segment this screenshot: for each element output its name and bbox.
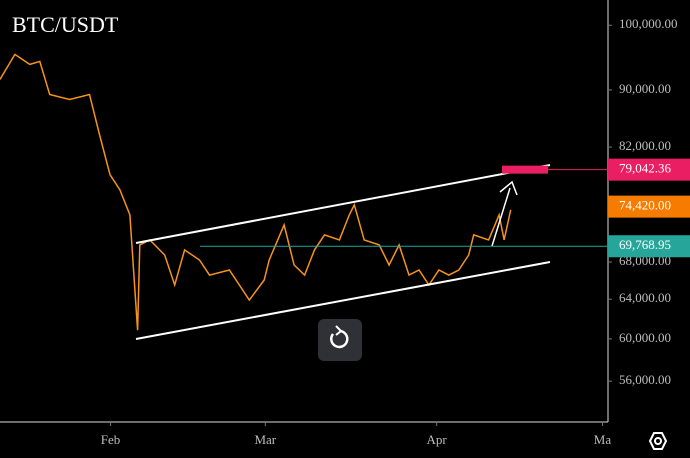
reset-button[interactable] [318, 319, 362, 361]
price-label-box [608, 235, 690, 258]
arrow [491, 180, 518, 247]
y-tick-label: 60,000.00 [619, 330, 671, 345]
x-tick-label: Feb [101, 432, 121, 447]
price-label-box [608, 195, 690, 218]
channel-upper [135, 164, 551, 244]
y-tick-label: 56,000.00 [619, 372, 671, 387]
settings-button[interactable] [648, 432, 668, 450]
price-label: 74,420.00 [619, 198, 671, 213]
y-tick-label: 64,000.00 [619, 290, 671, 305]
x-tick-label: Ma [594, 432, 612, 447]
channel-lower [135, 261, 551, 340]
price-level-marker [502, 165, 548, 174]
y-tick-label: 90,000.00 [619, 81, 671, 96]
y-tick-label: 100,000.00 [619, 16, 678, 31]
x-tick-label: Apr [427, 432, 448, 447]
y-tick-label: 82,000.00 [619, 138, 671, 153]
price-label: 69,768.95 [619, 237, 671, 252]
price-line [0, 53, 512, 331]
chart-title: BTC/USDT [12, 12, 119, 37]
plot-area [0, 53, 512, 331]
price-label-box [608, 158, 690, 181]
price-label: 79,042.36 [619, 161, 672, 176]
x-tick-label: Mar [254, 432, 276, 447]
